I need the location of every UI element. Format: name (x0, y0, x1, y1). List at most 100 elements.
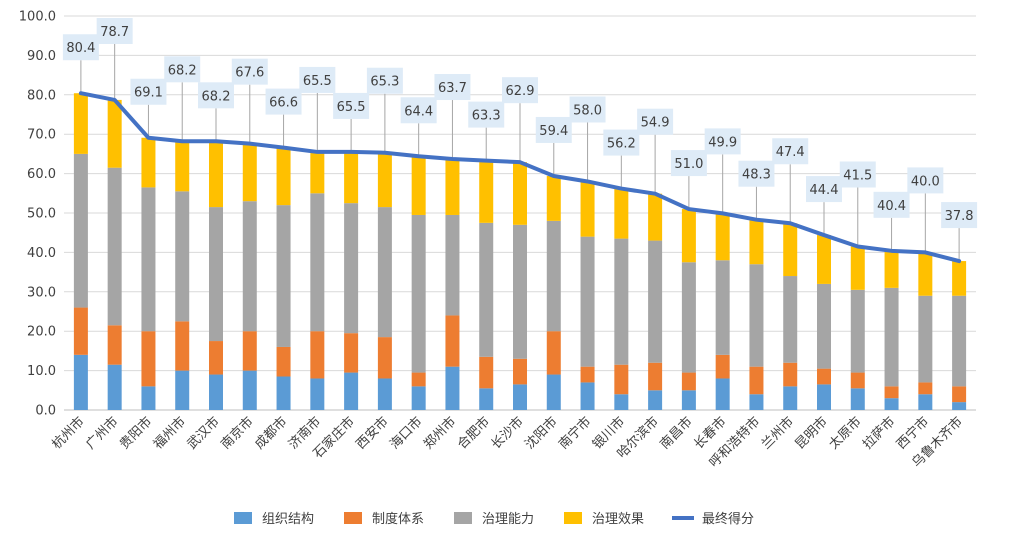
bar-segment (648, 240, 663, 363)
bar-segment (242, 370, 257, 410)
y-tick-label: 60.0 (27, 167, 56, 182)
bar-segment (817, 384, 831, 410)
legend-label: 制度体系 (372, 511, 424, 527)
bar-segment (952, 295, 967, 387)
x-tick-label: 福州市 (150, 414, 189, 453)
bar-segment (614, 364, 629, 395)
bar-segment (614, 238, 629, 365)
legend: 组织结构 制度体系 治理能力 治理效果 最终得分 (234, 511, 754, 527)
data-label: 68.2 (202, 89, 231, 104)
bar-segment (276, 346, 291, 377)
bar-segment (952, 261, 967, 296)
bar-segment (141, 386, 156, 410)
data-label-box (366, 67, 403, 94)
data-label-box (907, 167, 944, 194)
data-label-box (873, 191, 910, 218)
bar-segment (513, 384, 527, 410)
data-label: 63.7 (438, 81, 467, 96)
x-tick-label: 广州市 (83, 414, 122, 453)
y-tick-label: 30.0 (27, 285, 56, 300)
data-label: 65.5 (303, 74, 332, 89)
data-label: 66.6 (269, 96, 298, 111)
bar-segment (377, 207, 392, 338)
bar-segment (209, 341, 223, 375)
bar-segment (141, 187, 156, 332)
bar-segment (513, 162, 527, 225)
bar-segment (546, 374, 561, 410)
bar-segment (445, 214, 460, 316)
bar-segment (546, 331, 561, 375)
x-tick-label: 太原市 (826, 414, 865, 453)
bar-segment (411, 386, 426, 410)
data-label: 44.4 (810, 183, 839, 198)
x-tick-label: 贵阳市 (116, 414, 155, 453)
legend-label: 治理能力 (482, 512, 534, 527)
y-tick-label: 70.0 (27, 128, 56, 143)
bar-segment (377, 337, 392, 379)
bar-segment (310, 378, 325, 410)
bar-segment (546, 175, 561, 221)
bar-segment (73, 354, 88, 410)
data-label: 59.4 (539, 124, 568, 139)
bar-segment (73, 153, 88, 308)
bar-segment (479, 222, 494, 357)
x-tick-label: 南宁市 (555, 414, 594, 453)
bar-segment (884, 287, 899, 387)
bar-segment (783, 386, 798, 410)
bar-segment (850, 388, 865, 410)
bar-segment (209, 374, 223, 410)
bar-segment (107, 364, 122, 410)
bar-segment (513, 358, 527, 385)
data-label-box (772, 138, 809, 165)
data-label-box (130, 78, 167, 105)
bar-segment (715, 354, 730, 379)
bar-segment (479, 160, 494, 223)
bar-segment (377, 378, 392, 410)
data-label-box (535, 116, 572, 143)
y-axis: 0.0 10.0 20.0 30.0 40.0 50.0 60.0 70.0 80.0 90.0 1… (19, 10, 56, 419)
data-label: 65.3 (370, 75, 399, 90)
data-label-box (806, 176, 842, 203)
bar-segment (209, 141, 223, 208)
data-label: 68.2 (168, 63, 197, 78)
bar-segment (276, 205, 291, 347)
data-label-box (400, 97, 437, 124)
data-label-box (468, 101, 505, 128)
x-tick-label: 南京市 (218, 414, 257, 453)
x-axis: 杭州市广州市贵阳市福州市武汉市南京市成都市济南市石家庄市西安市海口市郑州市合肥市… (49, 414, 966, 471)
data-label: 54.9 (641, 116, 670, 131)
data-label: 48.3 (742, 168, 771, 183)
bar-segment (918, 252, 933, 296)
x-tick-label: 海口市 (387, 414, 426, 453)
x-tick-label: 长沙市 (488, 414, 527, 453)
data-label: 80.4 (66, 41, 95, 56)
bar-segment (884, 250, 899, 288)
bar-segment (580, 236, 595, 367)
x-tick-label: 合肥市 (454, 414, 493, 453)
y-tick-label: 90.0 (27, 49, 56, 64)
bar-segment (411, 214, 426, 373)
bar-segment (276, 376, 291, 410)
bar-segment (344, 333, 359, 373)
legend-swatch (344, 512, 362, 524)
bar-segment (580, 366, 595, 383)
final-score-line-path (78, 91, 962, 264)
bar-segment (107, 99, 122, 168)
bar-segment (242, 331, 257, 371)
bar-segment (175, 191, 190, 322)
bar-segment (783, 223, 798, 277)
data-label-box (164, 56, 201, 83)
data-label-box (333, 92, 370, 119)
bar-segment (749, 366, 764, 395)
bar-segment (175, 370, 190, 410)
x-tick-label: 兰州市 (758, 414, 797, 453)
legend-swatch (234, 512, 252, 524)
legend-label: 组织结构 (262, 512, 314, 527)
data-label-box (704, 128, 741, 155)
data-label: 63.3 (472, 109, 501, 124)
legend-label: 治理效果 (592, 512, 644, 527)
data-label-box (738, 160, 775, 187)
data-label: 40.4 (877, 199, 906, 214)
x-tick-label: 昆明市 (792, 414, 831, 453)
data-label: 65.5 (337, 100, 366, 115)
